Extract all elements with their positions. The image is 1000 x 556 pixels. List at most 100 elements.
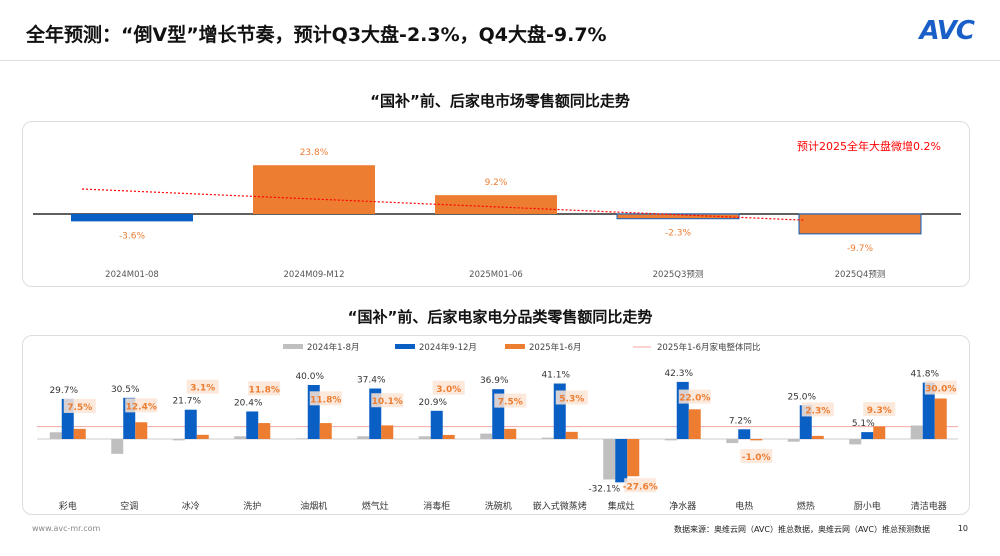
data-label: 40.0% [295,372,324,382]
data-label: 20.4% [234,398,263,408]
legend-swatch [395,344,415,349]
chart2-title: “国补”前、后家电家电分品类零售额同比走势 [347,308,653,326]
data-label: 12.4% [126,402,157,412]
data-label-bg [924,380,957,395]
bar [798,213,922,235]
data-label: 5.1% [852,419,875,429]
data-label-bg [125,398,158,413]
data-label-bg [309,391,342,406]
bar [849,439,862,445]
data-label-bg [555,390,588,405]
divider [0,60,1000,61]
data-label: 42.3% [664,369,693,379]
data-label: 3.0% [436,385,461,395]
data-label: 30.5% [111,385,140,395]
data-label-bg [740,449,773,463]
website: www.avc-mr.com [32,524,101,533]
trend-line [81,188,806,221]
data-label: -2.3% [665,229,692,239]
bar [49,432,62,439]
bar [750,439,763,441]
avc-logo: AVC [919,16,975,46]
category-label: 厨小电 [854,500,881,512]
annotation: 预计2025全年大盘微增0.2% [797,139,941,153]
chart1-title: “国补”前、后家电市场零售额同比走势 [370,92,630,110]
bar [603,439,616,480]
bar [910,425,923,439]
bar [480,433,493,439]
bar [934,398,947,439]
data-label-bg [248,381,281,396]
page-number: 10 [957,524,968,533]
bar [442,434,455,439]
data-label-bg [63,398,96,413]
data-label: 7.2% [729,416,752,426]
data-label-bg [494,393,527,408]
category-label: 消毒柜 [423,500,450,512]
bar [111,439,124,454]
legend-label: 2025年1-6月家电整体同比 [657,342,761,353]
data-label: 23.8% [300,148,329,158]
data-label: 21.7% [172,397,201,407]
data-label: 9.2% [485,178,508,188]
bar [418,436,431,439]
data-label: -32.1% [588,484,620,494]
data-label-bg [678,389,711,404]
category-label: 油烟机 [300,500,327,512]
data-label: 30.0% [925,385,956,395]
bar [246,411,259,439]
data-label: 3.1% [190,384,215,394]
data-label: 37.4% [357,376,386,386]
data-label: 2.3% [805,406,830,416]
data-label: 9.3% [867,406,892,416]
legend-swatch [283,344,303,349]
bar [922,382,935,439]
bar [381,425,394,439]
data-label: 7.5% [498,398,523,408]
data-label: 22.0% [679,394,710,404]
category-label: 2024M01-08 [105,270,159,280]
category-label: 彩电 [59,500,77,512]
category-label: 燃热 [797,500,815,512]
bar [196,434,209,439]
data-label-bg [186,379,219,394]
data-label-bg [801,402,834,417]
legend-label: 2024年1-8月 [307,342,360,353]
bar [184,409,197,439]
data-label-bg [863,402,896,417]
bar [627,439,640,477]
bar [71,214,193,222]
bar [435,195,557,214]
data-label-bg [624,478,657,493]
data-label: -1.0% [742,453,771,463]
data-label: 10.1% [372,397,403,407]
category-label: 洗护 [243,500,261,512]
category-label: 洗碗机 [485,500,512,512]
category-label: 电热 [735,500,753,512]
data-label: 5.3% [559,394,584,404]
bar [726,439,739,444]
bar [295,438,308,440]
data-label: 20.9% [418,398,447,408]
bar [73,428,86,439]
bar [615,439,628,483]
bar [319,423,332,439]
data-label: 29.7% [49,386,78,396]
data-label: 25.0% [787,392,816,402]
bar [172,439,185,441]
data-label: 36.9% [480,376,509,386]
category-label: 集成灶 [608,500,635,512]
category-label: 2025M01-06 [469,270,523,280]
bar [688,409,701,439]
bar [738,429,751,439]
bar [565,431,578,439]
page-title: 全年预测：“倒V型”增长节奏，预计Q3大盘-2.3%，Q4大盘-9.7% [26,24,607,46]
bar [811,435,824,439]
data-label: 11.8% [310,395,341,405]
category-label: 空调 [120,500,138,512]
bar [787,439,800,442]
bar [430,410,443,439]
bar [664,439,677,441]
data-label-bg [371,393,404,408]
legend-label: 2025年1-6月 [529,342,582,353]
